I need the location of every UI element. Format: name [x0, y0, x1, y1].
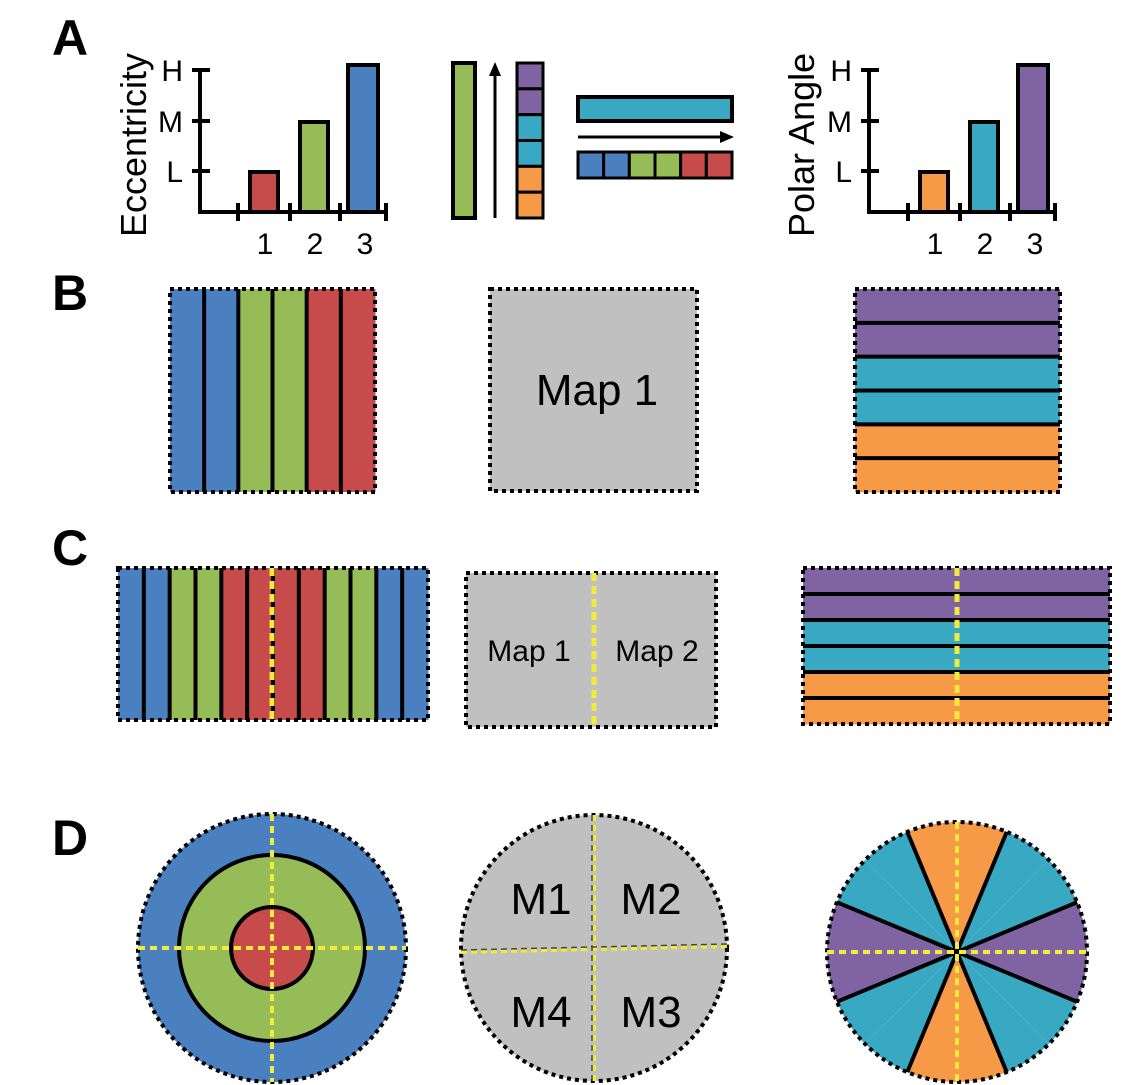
polar-ytick-label-l: L — [835, 156, 852, 189]
single-map-region: Map 1 — [490, 289, 697, 491]
eccentricity-bar-2 — [300, 122, 328, 212]
map-1-label-c: Map 1 — [487, 635, 570, 668]
legend-horizontal-cell — [629, 152, 655, 178]
stripe — [118, 568, 144, 720]
stripe — [855, 391, 1060, 425]
eccentricity-xtick-label-1: 1 — [257, 228, 274, 261]
stripe — [855, 424, 1060, 458]
stripe — [855, 458, 1060, 492]
stripe — [855, 289, 1060, 323]
stripe — [299, 568, 325, 720]
eccentricity-chart: Eccentricity L M H 1 2 3 — [113, 53, 388, 261]
quad-map-region: M1 M2 M4 M3 — [461, 815, 727, 1081]
eccentricity-ytick-label-h: H — [161, 55, 183, 88]
eccentricity-axis-title: Eccentricity — [113, 53, 154, 237]
map-2-label-c: Map 2 — [615, 635, 698, 668]
polar-angle-map-quad — [827, 822, 1087, 1082]
legend-cyan-bar — [578, 97, 732, 121]
eccentricity-bar-1 — [250, 172, 278, 212]
quad-label-m4: M4 — [510, 988, 571, 1037]
polar-angle-axis-title: Polar Angle — [781, 53, 822, 237]
stripe — [341, 289, 376, 492]
eccentricity-xtick-label-3: 3 — [357, 228, 374, 261]
polar-angle-chart: Polar Angle L M H 1 2 3 — [781, 53, 1057, 261]
stripe — [325, 568, 351, 720]
map-1-label: Map 1 — [536, 366, 658, 415]
legend-horizontal-cell — [706, 152, 732, 178]
quad-label-m1: M1 — [510, 875, 571, 924]
polar-angle-map-single — [855, 289, 1060, 493]
stripe — [351, 568, 377, 720]
legend-vertical-arrowhead — [489, 62, 501, 76]
vertical-mapping-legend — [453, 62, 543, 218]
stripe — [204, 289, 239, 492]
stripe — [273, 568, 299, 720]
legend-horizontal-cell — [655, 152, 681, 178]
legend-green-bar — [453, 63, 475, 218]
stripe — [238, 289, 273, 492]
eccentricity-map-quad — [138, 814, 406, 1082]
quad-label-m2: M2 — [620, 875, 681, 924]
horizontal-mapping-legend — [578, 97, 734, 178]
stripe — [402, 568, 428, 720]
eccentricity-bar-3 — [348, 65, 378, 212]
legend-horizontal-cell — [578, 152, 604, 178]
polar-ytick-label-m: M — [827, 106, 852, 139]
panel-letter-b: B — [52, 265, 88, 321]
legend-horizontal-cell — [604, 152, 630, 178]
panel-letter-a: A — [52, 10, 88, 66]
polar-xtick-label-3: 3 — [1027, 228, 1044, 261]
stripe — [144, 568, 170, 720]
legend-horizontal-color-stack — [578, 152, 732, 178]
eccentricity-map-single — [170, 289, 376, 492]
stripe — [196, 568, 222, 720]
polar-bar-1 — [920, 172, 948, 212]
double-map-region: Map 1 Map 2 — [466, 573, 716, 727]
polar-bar-3 — [1018, 65, 1048, 212]
eccentricity-ytick-label-l: L — [166, 156, 183, 189]
eccentricity-map-double — [118, 568, 429, 720]
panel-letter-c: C — [52, 520, 88, 576]
polar-bar-2 — [970, 122, 998, 212]
stripe — [247, 568, 273, 720]
legend-vertical-cell — [517, 115, 543, 141]
legend-vertical-cell — [517, 89, 543, 115]
stripe — [221, 568, 247, 720]
panel-letter-d: D — [52, 810, 88, 866]
legend-vertical-cell — [517, 166, 543, 192]
legend-horizontal-cell — [681, 152, 707, 178]
stripe — [307, 289, 342, 492]
stripe — [170, 289, 205, 492]
stripe — [273, 289, 308, 492]
stripe — [855, 357, 1060, 391]
legend-vertical-cell — [517, 63, 543, 89]
legend-vertical-cell — [517, 192, 543, 218]
polar-xtick-label-1: 1 — [927, 228, 944, 261]
legend-vertical-cell — [517, 141, 543, 167]
stripe — [376, 568, 402, 720]
polar-xtick-label-2: 2 — [977, 228, 994, 261]
stripe — [855, 323, 1060, 357]
eccentricity-xtick-label-2: 2 — [307, 228, 324, 261]
quad-label-m3: M3 — [620, 988, 681, 1037]
eccentricity-ytick-label-m: M — [158, 106, 183, 139]
legend-vertical-color-stack — [517, 63, 543, 218]
polar-ytick-label-h: H — [830, 55, 852, 88]
legend-horizontal-arrowhead — [720, 131, 734, 143]
stripe — [170, 568, 196, 720]
